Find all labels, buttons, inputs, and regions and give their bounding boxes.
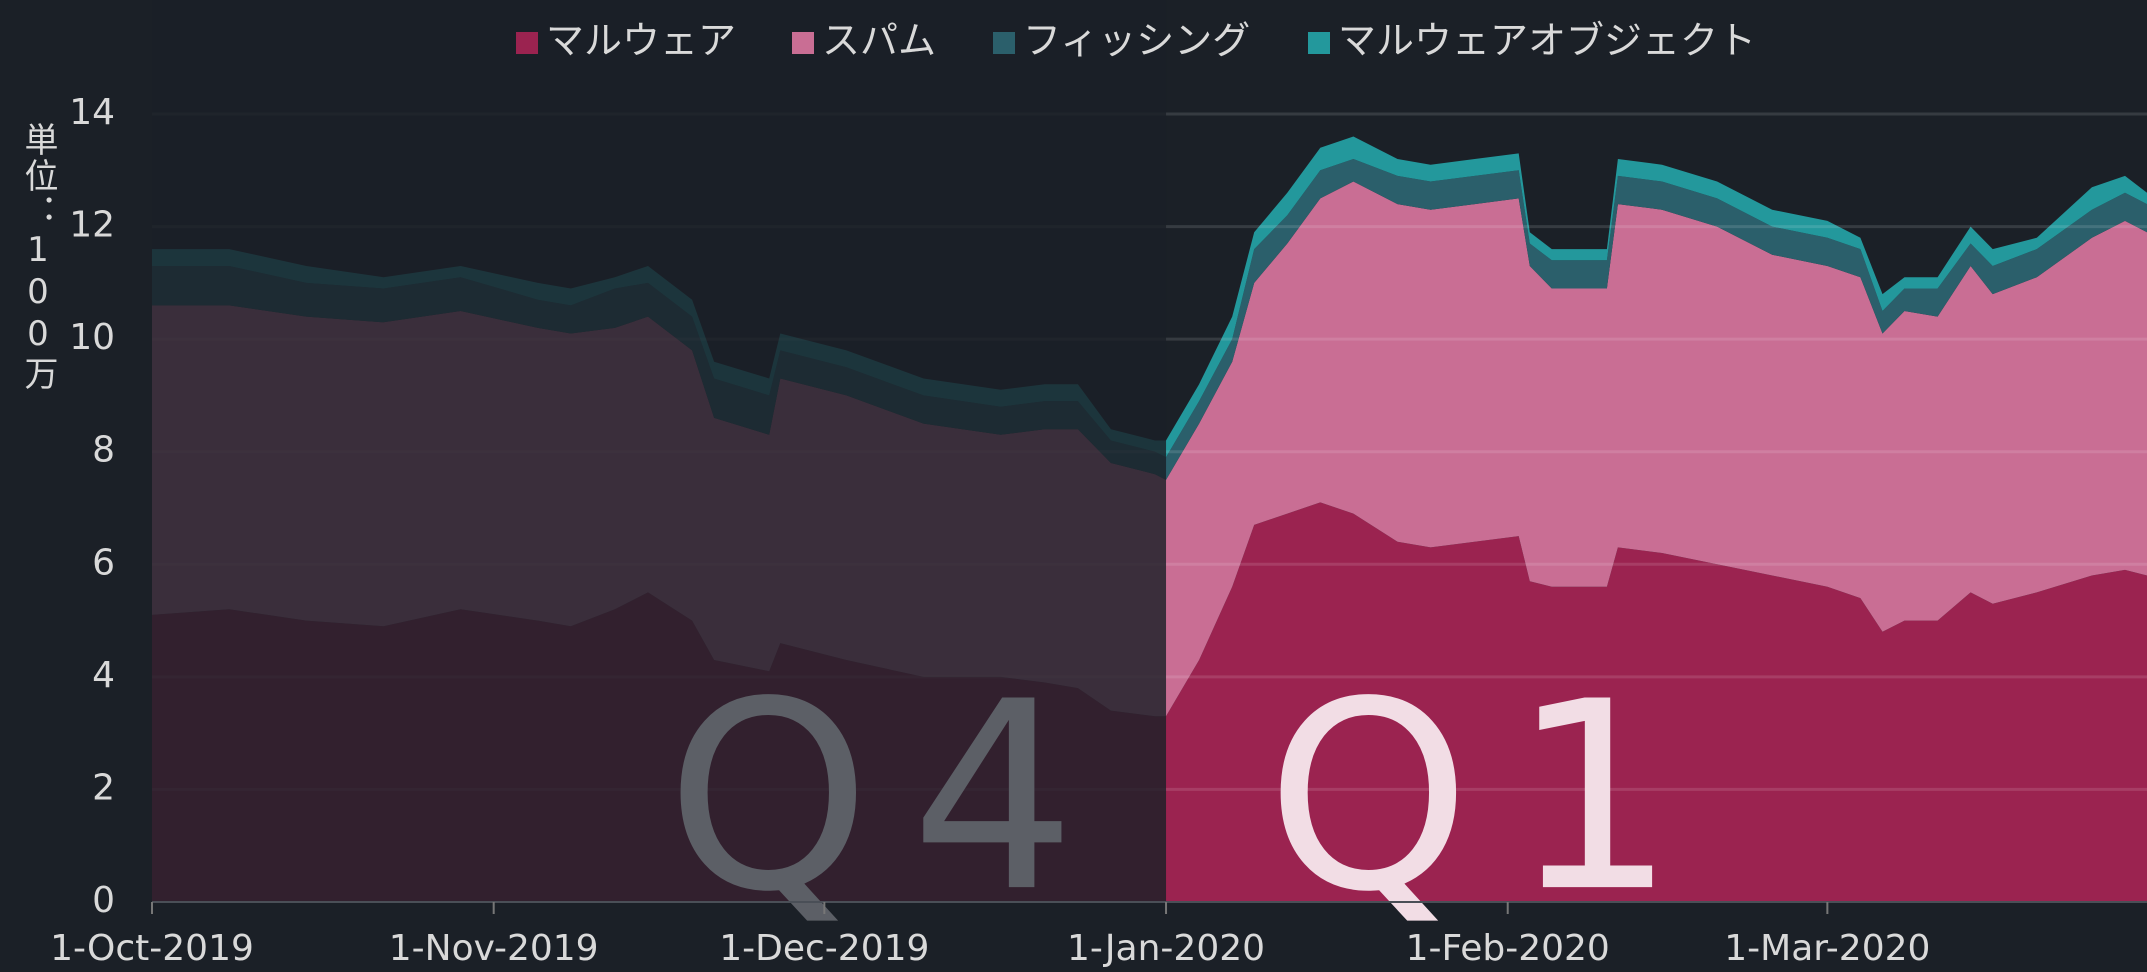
x-tick-label: 1-Oct-2019 — [50, 928, 254, 969]
period-label: Q4 — [666, 647, 1116, 949]
y-tick-label: 4 — [92, 655, 115, 696]
y-tick-label: 8 — [92, 430, 115, 471]
legend-label: マルウェアオブジェクト — [1338, 19, 1756, 63]
y-tick-label: 0 — [92, 880, 115, 921]
legend-swatch — [792, 32, 814, 54]
y-tick-label: 6 — [92, 542, 115, 583]
y-tick-label: 2 — [92, 767, 115, 808]
x-tick-label: 1-Jan-2020 — [1067, 928, 1265, 969]
legend-label: マルウェア — [546, 19, 736, 63]
x-tick-label: 1-Mar-2020 — [1724, 928, 1930, 969]
period-label: Q1 — [1266, 647, 1716, 949]
legend-swatch — [1308, 32, 1330, 54]
legend-swatch — [516, 32, 538, 54]
y-tick-label: 12 — [69, 205, 115, 246]
y-tick-label: 10 — [69, 317, 115, 358]
x-tick-label: 1-Feb-2020 — [1406, 928, 1610, 969]
y-tick-label: 14 — [69, 92, 115, 133]
legend-label: フィッシング — [1023, 19, 1250, 63]
dim-overlay — [152, 0, 1167, 902]
x-tick-label: 1-Dec-2019 — [719, 928, 929, 969]
legend-swatch — [993, 32, 1015, 54]
x-tick-label: 1-Nov-2019 — [389, 928, 599, 969]
y-axis-label: 単位：100万 — [18, 122, 58, 392]
legend-label: スパム — [822, 19, 936, 63]
